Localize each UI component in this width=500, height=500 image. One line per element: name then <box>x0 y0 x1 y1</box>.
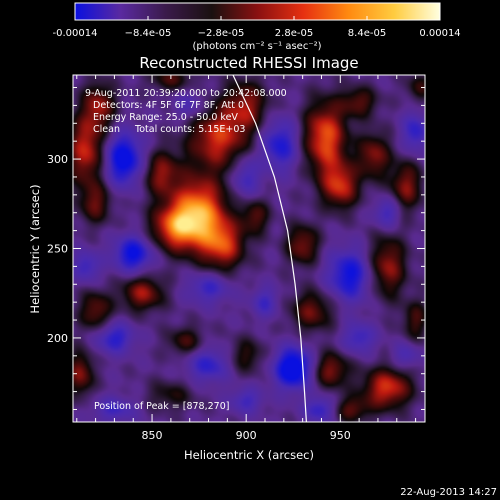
colorbar-tick-label: 2.8e-05 <box>275 28 313 39</box>
solar-limb-line <box>232 75 307 422</box>
colorbar-unit-label: (photons cm⁻² s⁻¹ asec⁻²) <box>192 41 321 52</box>
colorbar-tick-label: 0.00014 <box>419 28 460 39</box>
x-axis-label: Heliocentric X (arcsec) <box>184 448 314 462</box>
plot-area: 850 900 950 200 250 300 9-Aug-2011 20:39:20.0… <box>47 74 426 442</box>
annotation-date-range: 9-Aug-2011 20:39:20.000 to 20:42:08.000 <box>85 88 287 99</box>
x-tick-label: 850 <box>142 429 163 442</box>
colorbar-tick-label: 8.4e-05 <box>348 28 386 39</box>
colorbar: -0.00014 −8.4e-05 −2.8e-05 2.8e-05 8.4e-05 0.… <box>53 2 461 52</box>
colorbar-tick-label: −2.8e-05 <box>198 28 245 39</box>
annotation-peak-position: Position of Peak = [878,270] <box>94 401 229 412</box>
colorbar-tick-label: −8.4e-05 <box>125 28 172 39</box>
chart-title: Reconstructed RHESSI Image <box>139 54 358 72</box>
colorbar-tick-labels: -0.00014 −8.4e-05 −2.8e-05 2.8e-05 8.4e-05 0.… <box>53 28 461 39</box>
heatmap-image <box>73 75 425 422</box>
y-tick-label: 250 <box>47 243 68 256</box>
axis-tick-labels: 850 900 950 200 250 300 <box>47 153 351 442</box>
colorbar-ticks <box>74 16 441 20</box>
y-tick-label: 200 <box>47 332 68 345</box>
annotation-clean-counts: Clean Total counts: 5.15E+03 <box>93 124 245 135</box>
footer-timestamp: 22-Aug-2013 14:27 <box>400 487 497 498</box>
colorbar-strip <box>74 2 441 21</box>
axis-ticks <box>73 75 425 422</box>
y-tick-label: 300 <box>47 153 68 166</box>
colorbar-tick-label: -0.00014 <box>53 28 98 39</box>
annotation-detectors: Detectors: 4F 5F 6F 7F 8F, Att 0 <box>93 100 244 111</box>
x-tick-label: 950 <box>330 429 351 442</box>
y-axis-label: Heliocentric Y (arcsec) <box>28 184 42 313</box>
annotation-energy-range: Energy Range: 25.0 - 50.0 keV <box>93 112 238 123</box>
x-tick-label: 900 <box>236 429 257 442</box>
